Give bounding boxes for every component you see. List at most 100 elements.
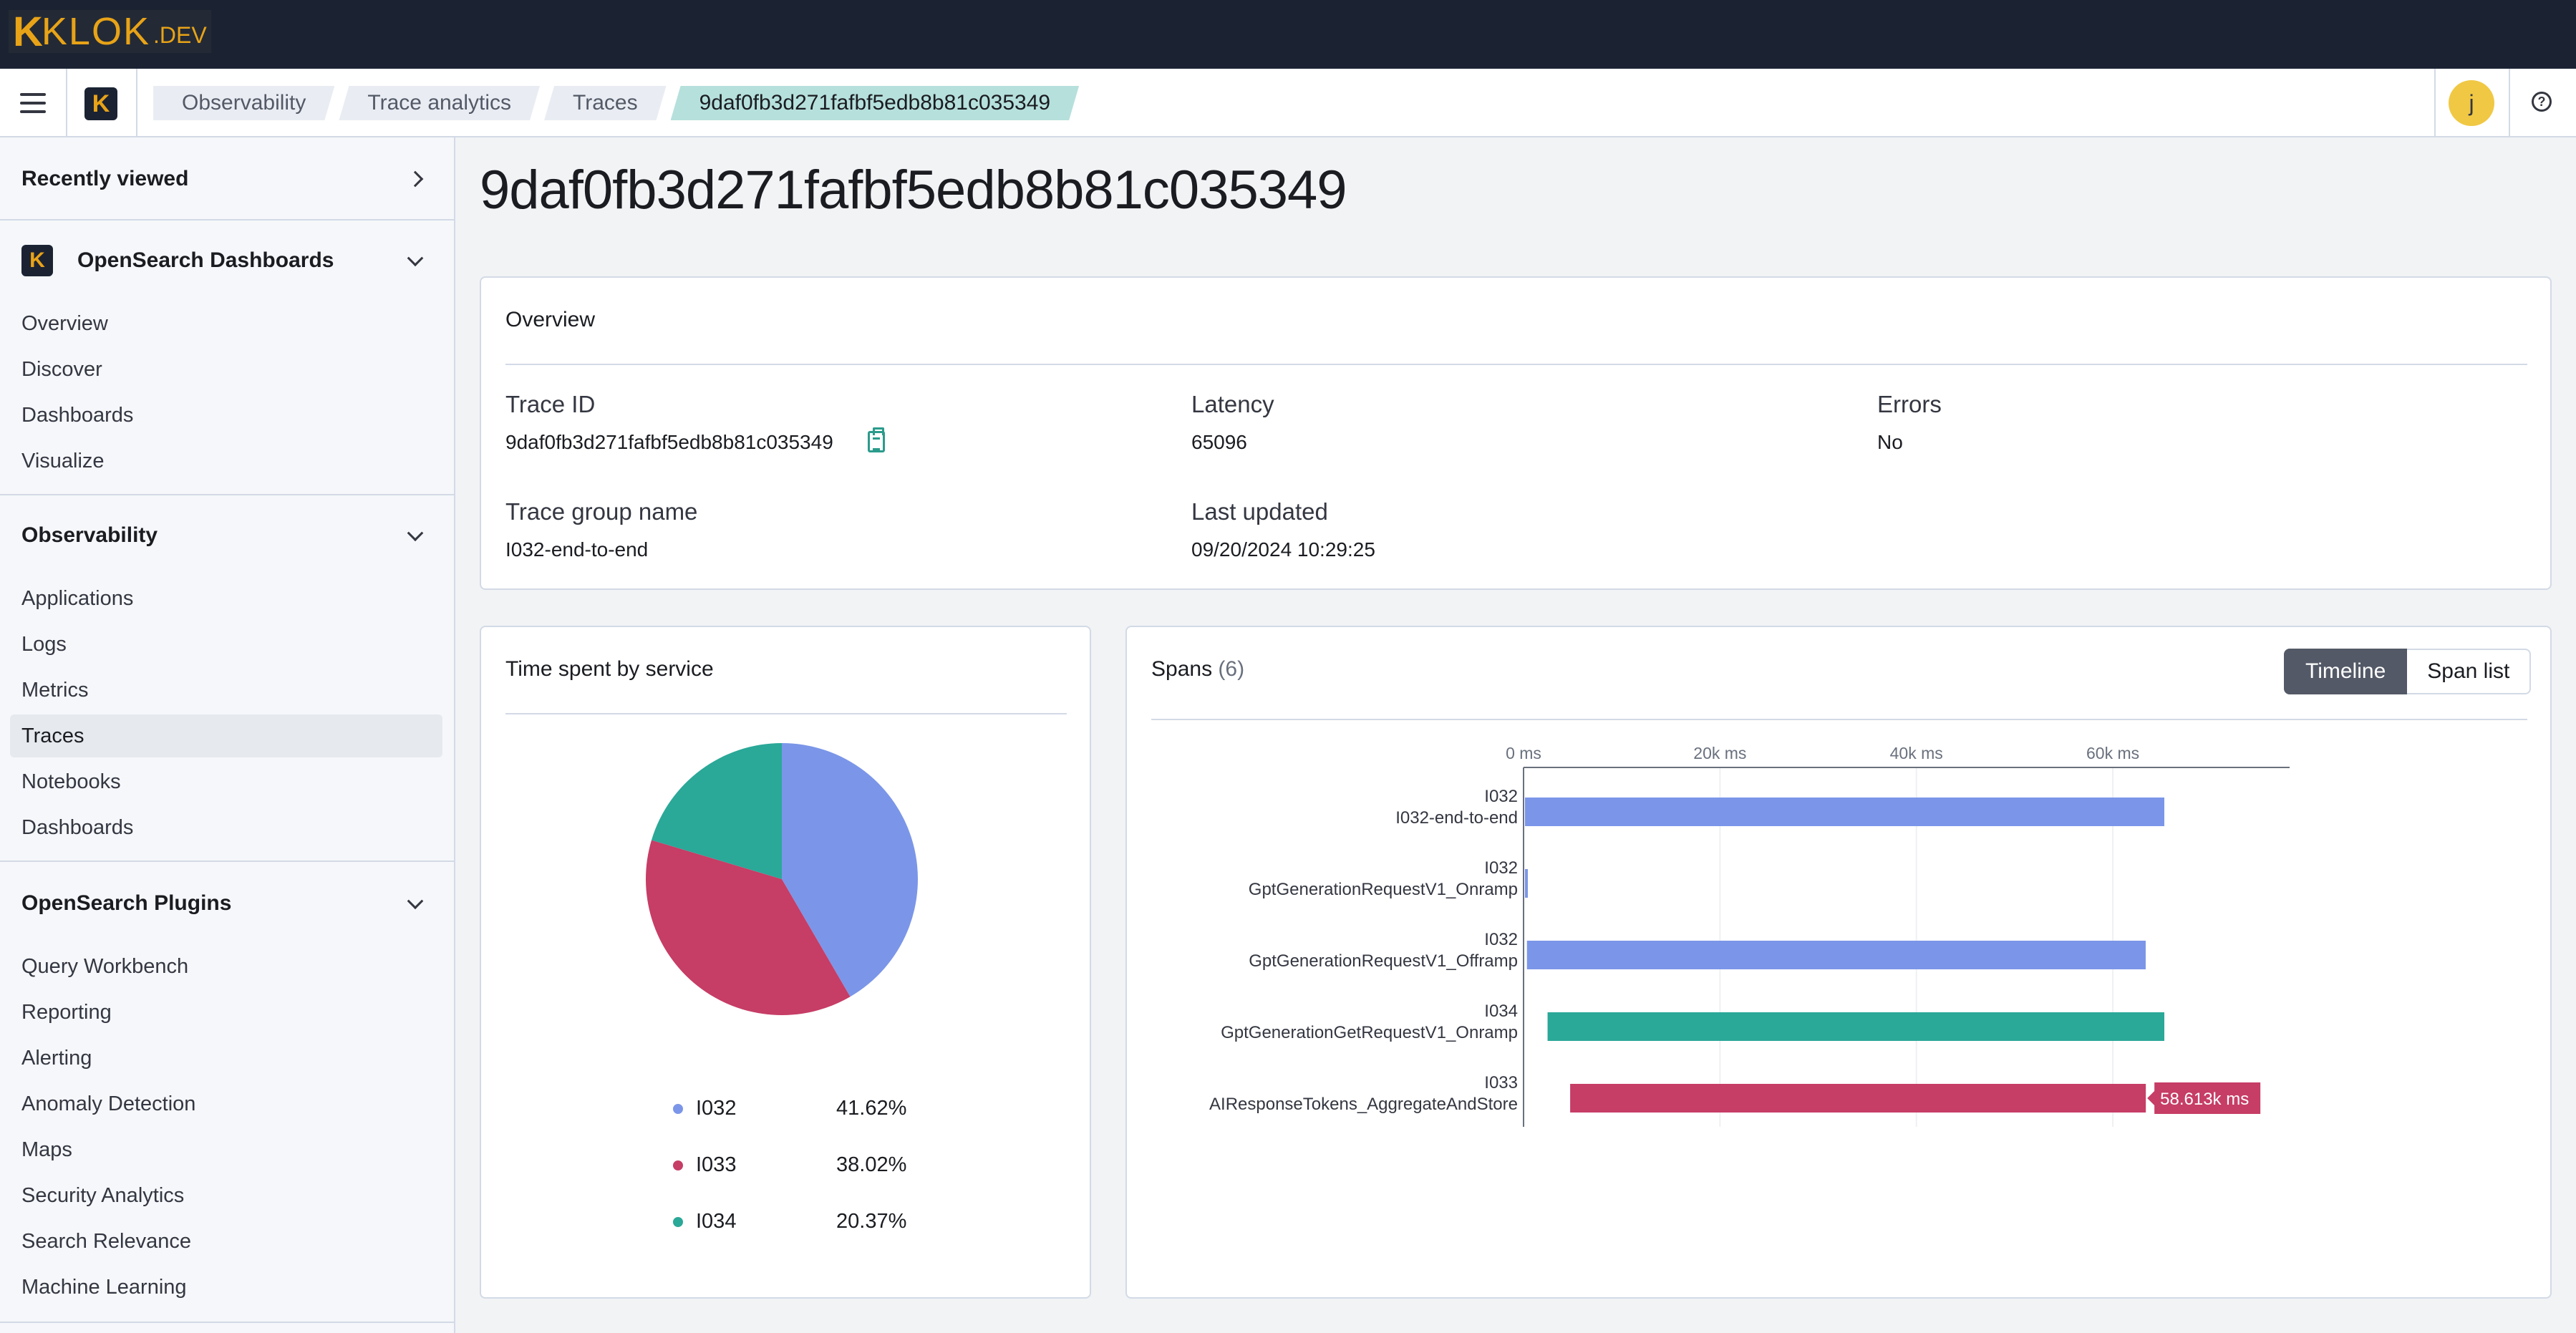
sidebar-divider bbox=[0, 219, 454, 220]
span-name-label: AIResponseTokens_AggregateAndStore bbox=[1209, 1095, 1518, 1114]
sidebar-item-maps[interactable]: Maps bbox=[21, 1138, 72, 1161]
header-divider bbox=[2509, 69, 2510, 136]
span-bar[interactable] bbox=[1547, 1012, 2164, 1041]
span-bar[interactable] bbox=[1526, 941, 2146, 969]
span-service-label: I032 bbox=[1484, 787, 1518, 806]
sidebar-item-traces[interactable]: Traces bbox=[10, 714, 442, 757]
sidebar-item-visualize[interactable]: Visualize bbox=[21, 449, 105, 472]
timeline-tick-label: 60k ms bbox=[2086, 744, 2139, 762]
spans-panel: Spans (6) 0 ms 20k ms 40k ms 60k ms I032 I032… bbox=[1125, 626, 2552, 1299]
recently-viewed-label: Recently viewed bbox=[21, 167, 189, 190]
overview-panel: Overview Trace ID 9daf0fb3d271fafbf5edb8… bbox=[480, 276, 2552, 590]
sidebar-item-machine-learning[interactable]: Machine Learning bbox=[21, 1275, 187, 1299]
legend-swatch-i033 bbox=[673, 1160, 683, 1170]
time-spent-title: Time spent by service bbox=[505, 657, 714, 681]
section-observability[interactable]: Observability bbox=[0, 514, 454, 557]
span-name-label: I032-end-to-end bbox=[1395, 808, 1518, 828]
brand-logo[interactable]: K KLOK .DEV bbox=[9, 9, 211, 55]
span-name-label: GptGenerationRequestV1_Offramp bbox=[1249, 951, 1518, 971]
chevron-down-icon bbox=[407, 893, 424, 910]
overview-title: Overview bbox=[505, 308, 596, 331]
legend-label-i032: I032 bbox=[696, 1096, 737, 1120]
pie-slice-i034[interactable] bbox=[651, 743, 782, 879]
panel-divider bbox=[1151, 719, 2527, 720]
section-opensearch-plugins[interactable]: OpenSearch Plugins bbox=[0, 882, 454, 925]
pie-slice-i033[interactable] bbox=[646, 840, 851, 1015]
copy-icon[interactable] bbox=[868, 427, 885, 452]
sidebar-item-query-workbench[interactable]: Query Workbench bbox=[21, 954, 189, 978]
top-nav-header: K Observability Trace analytics Traces 9… bbox=[0, 69, 2576, 137]
chevron-down-icon bbox=[407, 525, 424, 542]
sidebar-item-observability-dashboards[interactable]: Dashboards bbox=[21, 815, 134, 839]
sidebar-item-search-relevance[interactable]: Search Relevance bbox=[21, 1229, 191, 1253]
sidebar-item-notebooks[interactable]: Notebooks bbox=[21, 770, 121, 793]
brand-logo-suffix: .DEV bbox=[152, 22, 207, 48]
sidebar-item-applications[interactable]: Applications bbox=[21, 586, 134, 610]
span-service-label: I032 bbox=[1484, 858, 1518, 878]
trace-id-label: Trace ID bbox=[505, 391, 596, 417]
legend-label-i034: I034 bbox=[696, 1209, 737, 1233]
header-divider bbox=[66, 69, 67, 136]
sidebar-item-anomaly-detection[interactable]: Anomaly Detection bbox=[21, 1092, 196, 1115]
sidebar-item-overview[interactable]: Overview bbox=[21, 311, 108, 335]
breadcrumb-observability[interactable]: Observability bbox=[153, 86, 334, 120]
user-avatar[interactable]: j bbox=[2449, 80, 2494, 126]
sidebar-divider bbox=[0, 861, 454, 862]
trace-group-value: I032-end-to-end bbox=[505, 538, 649, 561]
chevron-right-icon bbox=[407, 170, 424, 188]
time-spent-pie-chart bbox=[646, 743, 918, 1015]
errors-label: Errors bbox=[1877, 391, 1942, 417]
breadcrumb-current-trace: 9daf0fb3d271fafbf5edb8b81c035349 bbox=[671, 86, 1079, 120]
sidebar-divider bbox=[0, 494, 454, 495]
sidebar-item-dashboards[interactable]: Dashboards bbox=[21, 403, 134, 427]
home-logo-icon[interactable]: K bbox=[84, 87, 117, 120]
recently-viewed-toggle[interactable]: Recently viewed bbox=[0, 157, 454, 200]
legend-label-i033: I033 bbox=[696, 1153, 737, 1176]
section-opensearch-dashboards[interactable]: K OpenSearch Dashboards bbox=[0, 239, 454, 282]
span-bar[interactable] bbox=[1525, 869, 1528, 898]
sidebar-item-logs[interactable]: Logs bbox=[21, 632, 67, 656]
span-service-label: I032 bbox=[1484, 930, 1518, 949]
last-updated-value: 09/20/2024 10:29:25 bbox=[1191, 538, 1375, 561]
trace-id-value: 9daf0fb3d271fafbf5edb8b81c035349 bbox=[505, 431, 833, 453]
sidebar-item-security-analytics[interactable]: Security Analytics bbox=[21, 1183, 185, 1207]
sidebar-item-reporting[interactable]: Reporting bbox=[21, 1000, 112, 1024]
breadcrumb-trace-analytics[interactable]: Trace analytics bbox=[339, 86, 540, 120]
help-icon[interactable]: ? bbox=[2532, 92, 2552, 112]
sidebar-item-alerting[interactable]: Alerting bbox=[21, 1046, 92, 1070]
breadcrumb-traces[interactable]: Traces bbox=[544, 86, 667, 120]
span-bar[interactable] bbox=[1570, 1084, 2146, 1113]
spans-timeline-chart: 0 ms 20k ms 40k ms 60k ms I032 I032-end-to-en… bbox=[1209, 744, 2290, 1127]
latency-value: 65096 bbox=[1191, 431, 1247, 453]
sidebar-divider bbox=[0, 1322, 454, 1323]
sidebar-item-metrics[interactable]: Metrics bbox=[21, 678, 89, 702]
brand-logo-name: KLOK bbox=[41, 10, 150, 53]
section-title: Observability bbox=[21, 523, 158, 547]
panel-divider bbox=[505, 364, 2527, 365]
trace-group-label: Trace group name bbox=[505, 498, 698, 525]
brand-bar: K KLOK .DEV bbox=[0, 0, 2576, 69]
span-hover-tooltip-text: 58.613k ms bbox=[2160, 1090, 2249, 1109]
legend-pct-i033: 38.02% bbox=[836, 1153, 907, 1176]
legend-pct-i032: 41.62% bbox=[836, 1096, 907, 1120]
spans-title-label: Spans bbox=[1151, 657, 1213, 681]
span-bar[interactable] bbox=[1525, 798, 2164, 826]
header-divider bbox=[136, 69, 137, 136]
errors-value: No bbox=[1877, 431, 1903, 453]
opensearch-dashboards-logo-icon: K bbox=[21, 245, 53, 276]
span-service-label: I033 bbox=[1484, 1073, 1518, 1092]
menu-toggle-icon[interactable] bbox=[20, 93, 46, 113]
timeline-tick-label: 40k ms bbox=[1890, 744, 1943, 762]
span-hover-tooltip bbox=[2147, 1082, 2261, 1114]
chevron-down-icon bbox=[407, 250, 424, 267]
legend-pct-i034: 20.37% bbox=[836, 1209, 907, 1233]
pie-slice-i032[interactable] bbox=[782, 743, 918, 997]
span-list-button[interactable]: Span list bbox=[2407, 649, 2532, 694]
section-title: OpenSearch Dashboards bbox=[77, 248, 334, 272]
last-updated-label: Last updated bbox=[1191, 498, 1328, 525]
sidebar-item-discover[interactable]: Discover bbox=[21, 357, 102, 381]
span-name-label: GptGenerationRequestV1_Onramp bbox=[1249, 880, 1518, 899]
timeline-tick-label: 20k ms bbox=[1693, 744, 1746, 762]
span-name-label: GptGenerationGetRequestV1_Onramp bbox=[1221, 1023, 1518, 1042]
timeline-button[interactable]: Timeline bbox=[2284, 649, 2408, 694]
